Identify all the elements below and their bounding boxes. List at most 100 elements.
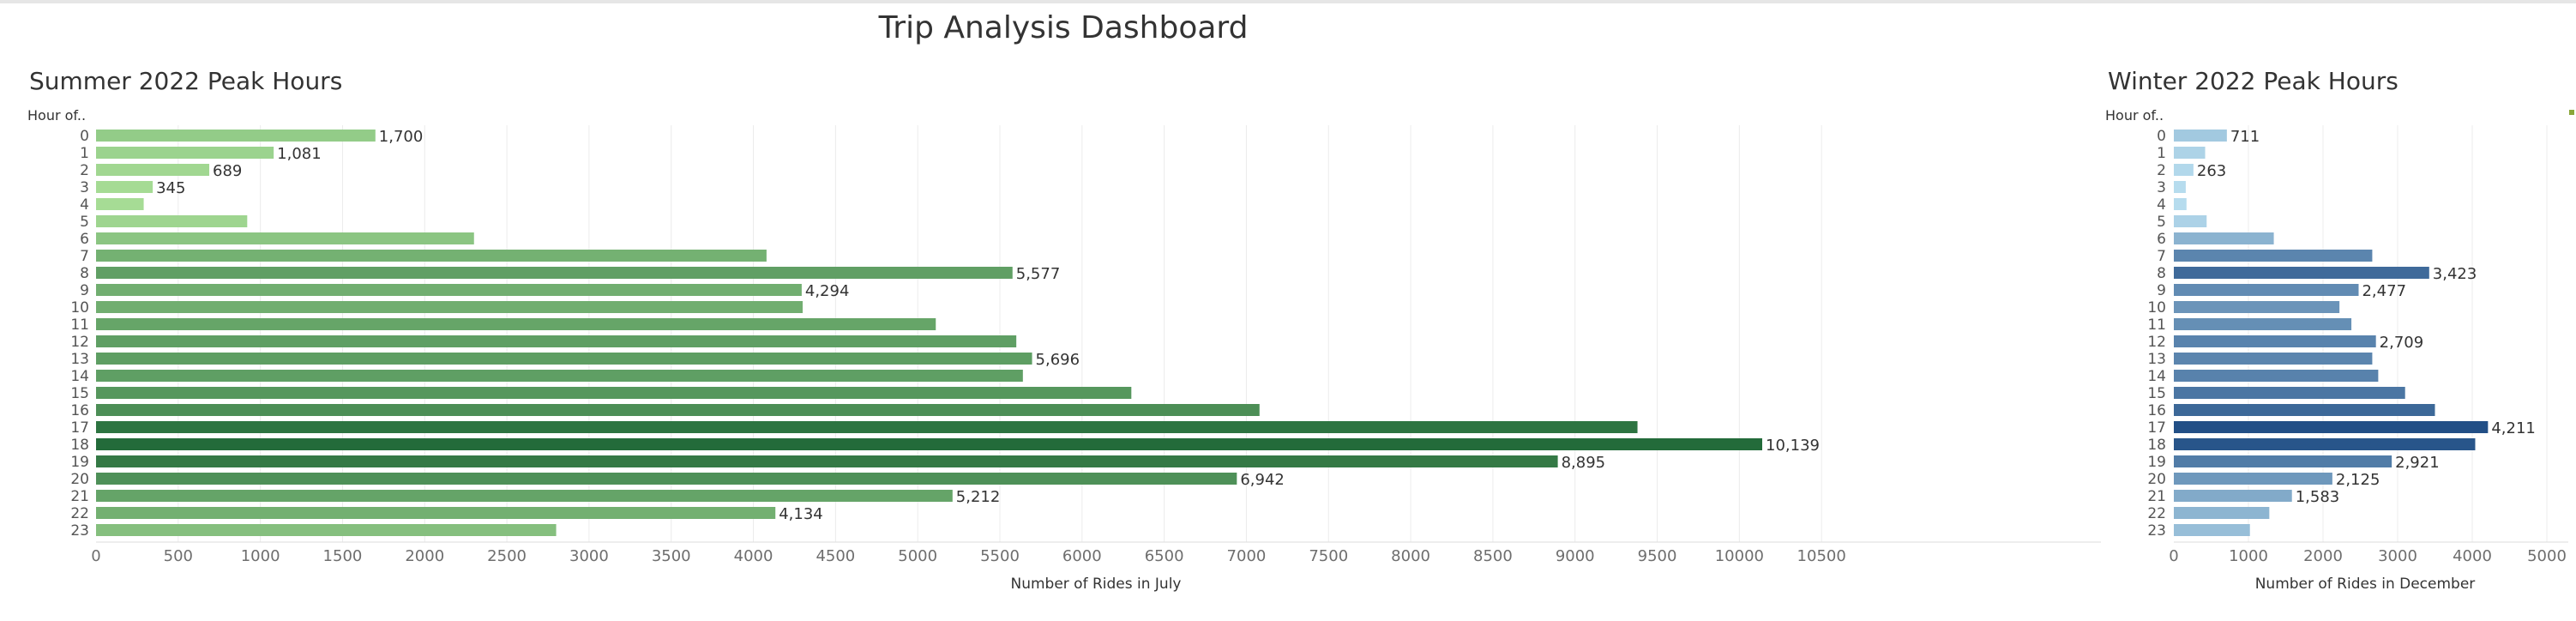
summer-bar (96, 335, 1017, 347)
summer-bar (96, 232, 474, 244)
winter-category-label: 2 (2157, 162, 2166, 179)
summer-x-tick-label: 6500 (1145, 547, 1184, 565)
summer-category-label: 10 (70, 299, 89, 317)
winter-x-tick-label: 0 (2169, 547, 2178, 565)
summer-category-label: 17 (70, 419, 89, 437)
summer-x-tick-label: 2500 (487, 547, 527, 565)
summer-x-tick-label: 0 (91, 547, 100, 565)
summer-category-label: 8 (80, 265, 89, 282)
summer-x-tick-label: 10500 (1797, 547, 1846, 565)
winter-category-label: 1 (2157, 145, 2166, 162)
winter-bar (2174, 370, 2379, 382)
winter-data-label: 2,477 (2362, 282, 2406, 300)
summer-bar (96, 164, 210, 176)
summer-x-tick-label: 2000 (405, 547, 444, 565)
winter-bar (2174, 301, 2340, 313)
summer-bar (96, 455, 1558, 467)
winter-category-label: 20 (2147, 471, 2166, 488)
summer-bar (96, 404, 1260, 416)
winter-x-tick-label: 5000 (2527, 547, 2567, 565)
summer-category-label: 7 (80, 248, 89, 265)
winter-bar (2174, 353, 2373, 365)
summer-bar (96, 524, 557, 536)
winter-category-label: 14 (2147, 368, 2166, 385)
winter-data-label: 2,125 (2336, 471, 2380, 489)
winter-bar (2174, 490, 2292, 502)
summer-category-label: 9 (80, 282, 89, 299)
winter-bar (2174, 455, 2392, 467)
winter-category-label: 12 (2147, 334, 2166, 351)
summer-x-tick-label: 10000 (1715, 547, 1764, 565)
summer-x-tick-label: 6000 (1062, 547, 1102, 565)
summer-category-label: 0 (80, 128, 89, 145)
winter-bar (2174, 335, 2376, 347)
summer-category-label: 19 (70, 454, 89, 471)
winter-bar (2174, 130, 2227, 142)
winter-category-label: 17 (2147, 419, 2166, 437)
winter-bar (2174, 147, 2206, 159)
summer-bar (96, 490, 953, 502)
winter-category-label: 16 (2147, 402, 2166, 419)
winter-category-label: 21 (2147, 488, 2166, 505)
summer-data-label: 5,212 (956, 488, 1001, 506)
summer-bar (96, 353, 1032, 365)
summer-x-tick-label: 7500 (1309, 547, 1348, 565)
summer-category-label: 2 (80, 162, 89, 179)
winter-category-label: 23 (2147, 522, 2166, 540)
summer-x-tick-label: 8000 (1391, 547, 1430, 565)
summer-data-label: 5,696 (1036, 351, 1080, 369)
winter-bar (2174, 181, 2186, 193)
winter-category-label: 8 (2157, 265, 2166, 282)
winter-bar (2174, 318, 2352, 330)
summer-data-label: 345 (156, 179, 185, 197)
winter-bar (2174, 507, 2270, 519)
winter-category-label: 6 (2157, 231, 2166, 248)
summer-bar (96, 215, 248, 227)
summer-data-label: 5,577 (1016, 265, 1061, 283)
winter-category-label: 10 (2147, 299, 2166, 317)
winter-x-tick-label: 1000 (2229, 547, 2268, 565)
winter-category-label: 0 (2157, 128, 2166, 145)
winter-category-label: 15 (2147, 385, 2166, 402)
winter-data-label: 2,921 (2395, 454, 2440, 472)
summer-category-label: 3 (80, 179, 89, 196)
summer-x-tick-label: 9500 (1638, 547, 1677, 565)
summer-data-label: 10,139 (1766, 437, 1820, 455)
winter-category-label: 19 (2147, 454, 2166, 471)
summer-x-tick-label: 500 (164, 547, 193, 565)
winter-bar (2174, 215, 2207, 227)
summer-category-label: 16 (70, 402, 89, 419)
summer-data-label: 4,134 (779, 505, 823, 523)
winter-bar (2174, 473, 2332, 485)
summer-x-tick-label: 9000 (1556, 547, 1595, 565)
summer-category-label: 23 (70, 522, 89, 540)
summer-category-label: 22 (70, 505, 89, 522)
winter-data-label: 2,709 (2380, 334, 2424, 352)
summer-peak-hours-chart: Hour of.. 0 500 1000 1500 2000 2500 3000 3500 400… (27, 107, 2101, 593)
winter-row-header: Hour of.. (2105, 107, 2164, 124)
winter-bar (2174, 284, 2359, 296)
winter-data-label: 3,423 (2433, 265, 2477, 283)
winter-category-label: 18 (2147, 437, 2166, 454)
winter-data-label: 4,211 (2491, 419, 2536, 437)
summer-data-label: 6,942 (1240, 471, 1285, 489)
summer-bar (96, 473, 1237, 485)
summer-category-label: 13 (70, 351, 89, 368)
winter-category-label: 22 (2147, 505, 2166, 522)
summer-bar (96, 267, 1013, 279)
summer-bar (96, 438, 1763, 450)
summer-bar (96, 250, 767, 262)
winter-category-label: 13 (2147, 351, 2166, 368)
summer-data-label: 689 (213, 162, 242, 180)
winter-category-label: 5 (2157, 214, 2166, 231)
summer-bar (96, 318, 936, 330)
winter-category-label: 4 (2157, 196, 2166, 214)
summer-category-label: 4 (80, 196, 89, 214)
summer-bar (96, 284, 802, 296)
winter-bar (2174, 164, 2194, 176)
summer-x-tick-label: 3500 (652, 547, 691, 565)
summer-bar (96, 147, 274, 159)
top-border (0, 0, 2576, 3)
summer-category-label: 1 (80, 145, 89, 162)
